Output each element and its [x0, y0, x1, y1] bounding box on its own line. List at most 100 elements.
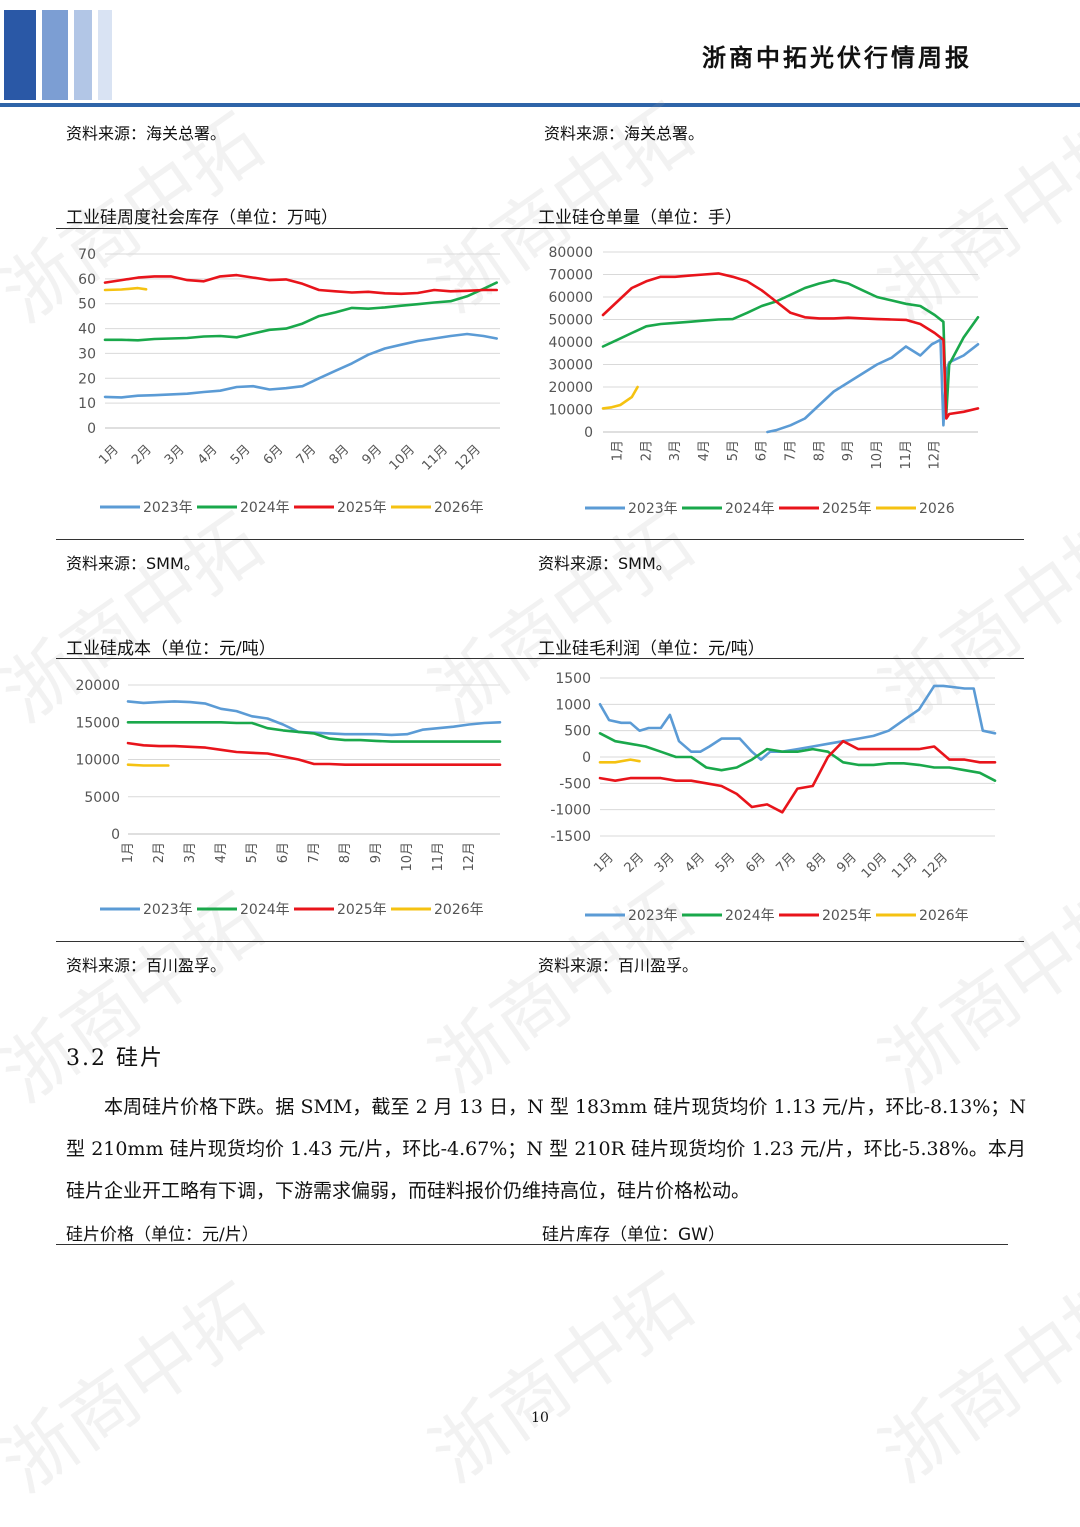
- x-tick-label: 10月: [400, 842, 415, 872]
- x-tick-label: 1月: [610, 440, 625, 461]
- y-tick-label: 60: [78, 272, 96, 288]
- x-tick-label: 3月: [183, 842, 198, 863]
- divider: [530, 228, 1008, 229]
- x-tick-label: 10月: [859, 850, 890, 881]
- x-tick-label: 7月: [784, 440, 799, 461]
- chart-title-wafer-inventory: 硅片库存（单位：GW）: [542, 1225, 725, 1245]
- source-note: 资料来源：海关总署。: [66, 124, 227, 143]
- divider: [56, 658, 530, 659]
- x-tick-label: 12月: [920, 850, 951, 881]
- legend-label: 2026年: [919, 908, 969, 924]
- y-tick-label: 0: [584, 425, 593, 441]
- x-tick-label: 8月: [804, 850, 830, 876]
- y-tick-label: 70000: [548, 268, 593, 284]
- x-tick-label: 7月: [307, 842, 322, 863]
- x-tick-label: 9月: [369, 842, 384, 863]
- chart-title-cost: 工业硅成本（单位：元/吨）: [66, 639, 276, 659]
- legend-label: 2024年: [240, 902, 290, 918]
- section-heading: 3.2 硅片: [66, 1046, 164, 1071]
- y-tick-label: 70: [78, 247, 96, 263]
- chart-title-profit: 工业硅毛利润（单位：元/吨）: [538, 639, 765, 659]
- y-tick-label: 0: [111, 827, 120, 843]
- y-tick-label: -500: [559, 776, 591, 792]
- x-tick-label: 4月: [214, 842, 229, 863]
- divider: [530, 539, 1024, 540]
- x-tick-label: 9月: [841, 440, 856, 461]
- y-tick-label: 1000: [555, 697, 591, 713]
- x-tick-label: 8月: [338, 842, 353, 863]
- chart-title-warehouse: 工业硅仓单量（单位：手）: [538, 208, 742, 228]
- x-tick-label: 5月: [245, 842, 260, 863]
- legend-label: 2024年: [725, 908, 775, 924]
- y-tick-label: 20: [78, 371, 96, 387]
- header-bar-4: [98, 10, 112, 100]
- legend-label: 2026年: [434, 902, 484, 918]
- series-line-2026: [126, 763, 170, 767]
- series-line-2025: [103, 273, 499, 296]
- divider: [56, 1244, 1008, 1245]
- y-tick-label: 0: [582, 750, 591, 766]
- x-tick-label: 11月: [889, 850, 920, 881]
- legend-label: 2025年: [822, 908, 872, 924]
- y-tick-label: 50000: [548, 313, 593, 329]
- divider: [56, 228, 530, 229]
- y-tick-label: -1500: [550, 829, 591, 845]
- x-tick-label: 6月: [743, 850, 769, 876]
- header-bar-3: [74, 10, 92, 100]
- y-tick-label: 60000: [548, 290, 593, 306]
- legend-label: 2025年: [822, 501, 872, 517]
- y-tick-label: 10: [78, 396, 96, 412]
- y-tick-label: 0: [87, 421, 96, 437]
- y-tick-label: 10000: [548, 403, 593, 419]
- series-line-2023: [103, 332, 499, 399]
- series-line-2024: [598, 731, 997, 783]
- legend-label: 2026: [919, 501, 955, 517]
- header-rule: [0, 103, 1080, 107]
- chart-title-wafer-price: 硅片价格（单位：元/片）: [66, 1225, 259, 1245]
- y-tick-label: 30: [78, 346, 96, 362]
- y-tick-label: 50: [78, 297, 96, 313]
- legend-label: 2023年: [143, 500, 193, 516]
- page-number: 10: [531, 1410, 549, 1426]
- x-tick-label: 2月: [622, 850, 648, 876]
- y-tick-label: 40: [78, 322, 96, 338]
- y-tick-label: 15000: [75, 715, 120, 731]
- y-tick-label: 5000: [84, 790, 120, 806]
- series-line-2025: [598, 739, 997, 814]
- y-tick-label: 20000: [548, 380, 593, 396]
- x-tick-label: 10月: [870, 440, 885, 470]
- legend-label: 2023年: [628, 908, 678, 924]
- series-line-2024: [126, 720, 502, 743]
- y-tick-label: 1500: [555, 671, 591, 687]
- series-line-2025: [126, 741, 502, 767]
- header-bar-1: [4, 10, 36, 100]
- series-line-2025: [601, 272, 980, 420]
- y-tick-label: 10000: [75, 753, 120, 769]
- x-tick-label: 5月: [713, 850, 739, 876]
- x-tick-label: 12月: [928, 440, 943, 470]
- x-tick-label: 4月: [697, 440, 712, 461]
- source-note: 资料来源：海关总署。: [544, 124, 705, 143]
- report-title: 浙商中拓光伏行情周报: [702, 43, 972, 72]
- x-tick-label: 3月: [668, 440, 683, 461]
- y-tick-label: 80000: [548, 245, 593, 261]
- legend-label: 2024年: [240, 500, 290, 516]
- legend-label: 2025年: [337, 902, 387, 918]
- y-tick-label: 500: [564, 724, 591, 740]
- divider: [530, 658, 1024, 659]
- x-tick-label: 6月: [276, 842, 291, 863]
- x-tick-label: 1月: [121, 842, 136, 863]
- y-tick-label: 30000: [548, 358, 593, 374]
- source-note: 资料来源：百川盈孚。: [66, 956, 227, 975]
- x-tick-label: 9月: [834, 850, 860, 876]
- source-note: 资料来源：SMM。: [538, 554, 672, 573]
- legend-label: 2023年: [628, 501, 678, 517]
- series-line-2024: [103, 281, 499, 342]
- divider: [56, 539, 530, 540]
- legend-label: 2024年: [725, 501, 775, 517]
- x-tick-label: 6月: [755, 440, 770, 461]
